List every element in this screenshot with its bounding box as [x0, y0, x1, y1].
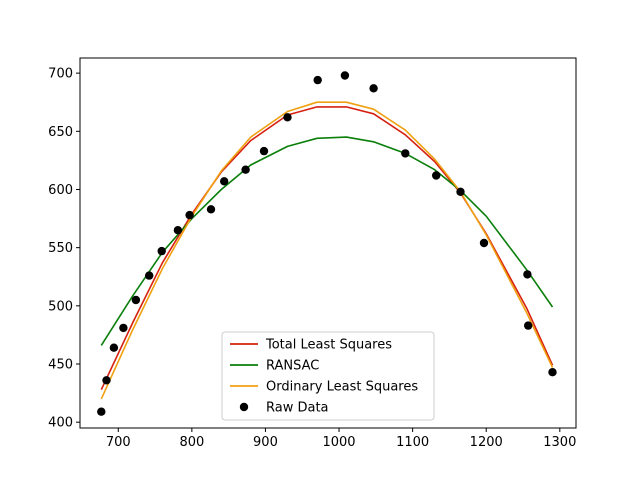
- x-tick-label: 1100: [396, 435, 429, 450]
- y-tick-label: 550: [48, 241, 73, 256]
- y-axis-ticks: 400 450 500 550 600 650 700: [48, 67, 80, 431]
- raw-data-point: [220, 177, 229, 186]
- raw-data-point: [259, 146, 269, 156]
- raw-data-point: [102, 376, 111, 385]
- legend-box: [221, 331, 435, 421]
- raw-data-point: [145, 271, 154, 280]
- y-tick-label: 600: [48, 183, 73, 198]
- raw-data-point: [456, 187, 465, 196]
- raw-data-point: [432, 171, 441, 180]
- plot-area-frame: [79, 57, 577, 429]
- x-axis-ticks: 700 800 900 1000 1100 1200 1300: [106, 428, 576, 450]
- y-tick-label: 500: [48, 299, 73, 314]
- x-tick-label: 1000: [322, 435, 355, 450]
- raw-data-point: [157, 246, 166, 256]
- legend-label: Total Least Squares: [265, 338, 392, 353]
- series-line-ordinary-least-squares: [100, 101, 554, 400]
- raw-data-point: [369, 84, 378, 93]
- raw-data-point: [131, 295, 141, 305]
- legend-swatch-point: [239, 402, 249, 412]
- legend-label: Ordinary Least Squares: [266, 380, 418, 395]
- raw-data-point: [119, 323, 128, 333]
- series-layer: [100, 101, 554, 400]
- x-tick-label: 800: [179, 435, 204, 450]
- raw-data-point: [523, 270, 532, 279]
- raw-data-point: [206, 205, 216, 214]
- raw-data-point: [524, 321, 533, 330]
- raw-data-point: [109, 343, 119, 352]
- raw-data-point: [241, 165, 250, 174]
- legend: Total Least Squares RANSAC Ordinary Least …: [221, 331, 435, 421]
- y-tick-label: 700: [48, 67, 73, 82]
- series-line-ransac: [100, 136, 554, 346]
- x-tick-label: 700: [106, 435, 131, 450]
- raw-data-point: [479, 238, 489, 248]
- y-tick-label: 450: [48, 358, 73, 373]
- raw-data-point: [185, 210, 194, 220]
- raw-data-point: [401, 149, 410, 158]
- points-layer: [97, 71, 557, 416]
- legend-label: RANSAC: [266, 359, 319, 374]
- x-tick-label: 1300: [543, 435, 576, 450]
- x-tick-label: 1200: [470, 435, 503, 450]
- legend-label: Raw Data: [266, 401, 329, 416]
- raw-data-point: [340, 71, 350, 80]
- x-tick-label: 900: [253, 435, 278, 450]
- y-tick-label: 400: [48, 416, 73, 431]
- raw-data-point: [548, 368, 557, 377]
- raw-data-point: [313, 75, 322, 85]
- raw-data-point: [173, 226, 183, 235]
- y-tick-label: 650: [48, 125, 73, 140]
- raw-data-point: [97, 407, 106, 416]
- raw-data-point: [283, 113, 292, 122]
